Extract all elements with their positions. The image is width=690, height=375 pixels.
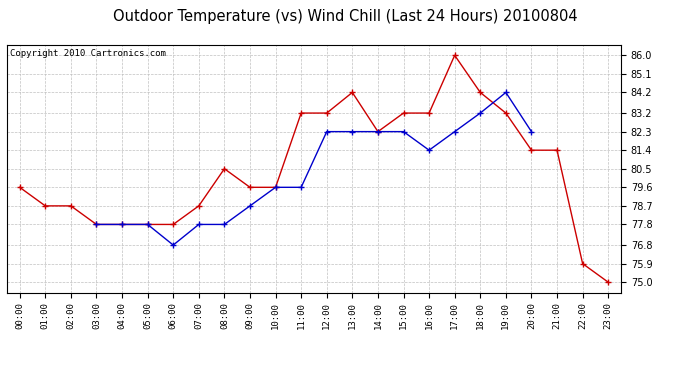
Text: Copyright 2010 Cartronics.com: Copyright 2010 Cartronics.com xyxy=(10,49,166,58)
Text: Outdoor Temperature (vs) Wind Chill (Last 24 Hours) 20100804: Outdoor Temperature (vs) Wind Chill (Las… xyxy=(112,9,578,24)
